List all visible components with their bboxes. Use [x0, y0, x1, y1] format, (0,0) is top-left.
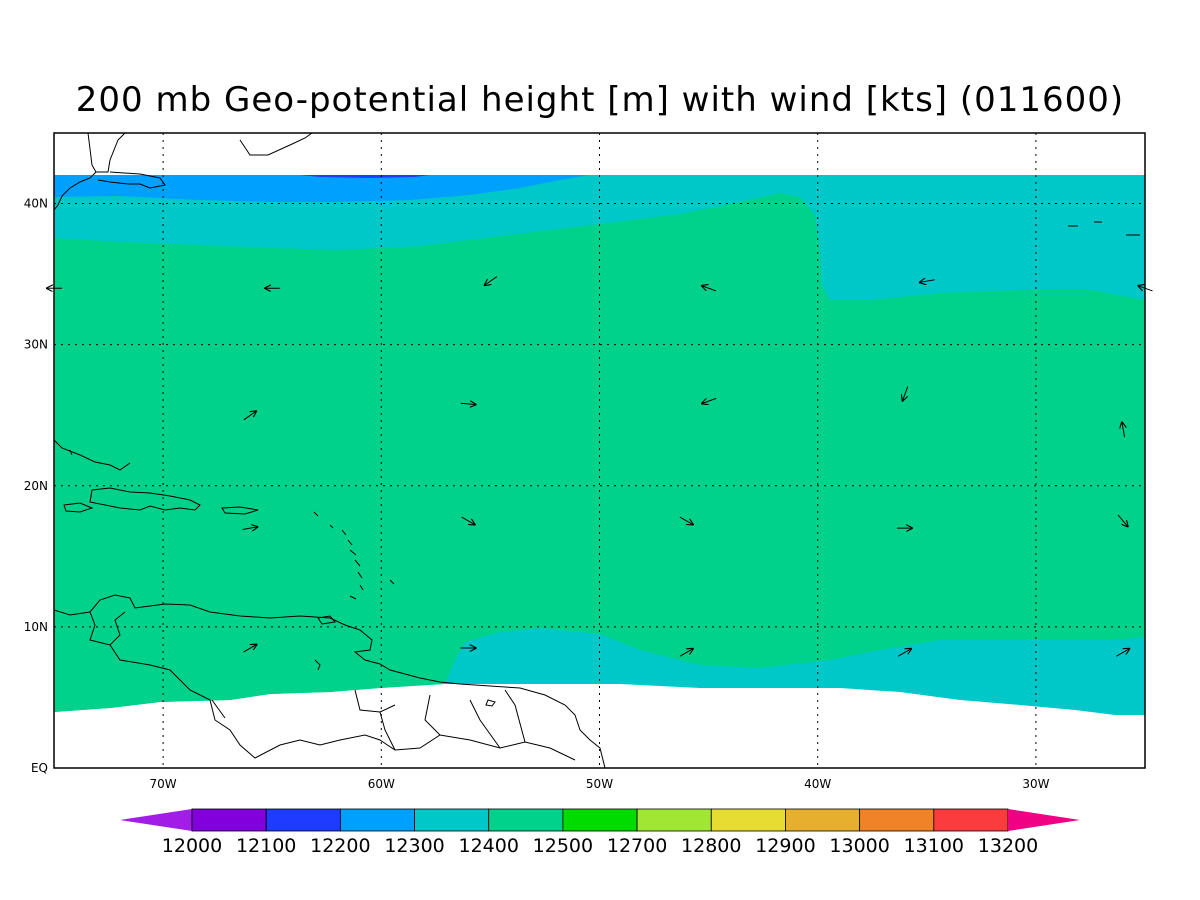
- wind-arrow: [1116, 648, 1130, 657]
- wind-arrow: [243, 411, 257, 421]
- colorbar: 12000 12100 12200 12300 12400 12500 12700 12800…: [120, 808, 1080, 857]
- lat-tick-label: 30N: [24, 338, 48, 352]
- wind-vectors: [46, 276, 1153, 657]
- coastlines: [54, 133, 1140, 768]
- lon-tick-label: 50W: [586, 777, 613, 791]
- chart-title: 200 mb Geo-potential height [m] with win…: [75, 80, 1125, 120]
- colorbar-swatch: [636, 808, 712, 832]
- coastline-hispaniola: [89, 487, 201, 511]
- grid-lines: [54, 133, 1145, 768]
- wind-arrow: [1122, 421, 1125, 438]
- colorbar-label: 12900: [755, 835, 815, 857]
- coastline-nova-scotia: [239, 133, 313, 156]
- coastline-south-america: [54, 594, 606, 768]
- latitude-labels: 40N 30N 20N 10N EQ: [24, 197, 48, 775]
- wind-arrow: [460, 403, 477, 404]
- colorbar-label: 12200: [310, 835, 370, 857]
- coastline-trinidad: [314, 615, 336, 671]
- wind-arrow: [243, 644, 257, 653]
- contour-band-12200: [300, 175, 430, 178]
- coastline-north-america: [54, 133, 166, 211]
- colorbar-swatch: [785, 808, 861, 832]
- coastline-inland-borders: [211, 689, 526, 751]
- colorbar-swatch: [859, 808, 935, 832]
- colorbar-low-triangle: [120, 809, 192, 831]
- lat-tick-label: 40N: [24, 197, 48, 211]
- colorbar-label: 12000: [162, 835, 222, 857]
- colorbar-swatch: [710, 808, 786, 832]
- wind-arrow: [902, 386, 909, 402]
- lon-tick-label: 60W: [368, 777, 395, 791]
- colorbar-label: 12400: [459, 835, 519, 857]
- wind-arrow: [701, 285, 717, 292]
- colorbar-swatch: [414, 808, 490, 832]
- colorbar-label: 13100: [904, 835, 964, 857]
- colorbar-swatch: [339, 808, 415, 832]
- filled-contours: [54, 133, 1145, 768]
- lat-tick-label: 20N: [24, 479, 48, 493]
- colorbar-swatch: [933, 808, 1009, 832]
- longitude-labels: 70W 60W 50W 40W 30W: [150, 777, 1050, 791]
- coastline-cuba: [54, 439, 131, 471]
- colorbar-high-triangle: [1008, 809, 1080, 831]
- wind-arrow: [679, 648, 694, 657]
- wind-arrow: [701, 397, 717, 403]
- map-frame: [53, 132, 1146, 769]
- lon-tick-label: 40W: [804, 777, 831, 791]
- coastline-islands-azores: [1068, 221, 1140, 236]
- wind-arrow: [484, 276, 498, 286]
- colorbar-label: 12100: [236, 835, 296, 857]
- lat-tick-label: 10N: [24, 620, 48, 634]
- wind-arrow: [919, 280, 935, 283]
- colorbar-swatch: [191, 808, 267, 832]
- colorbar-label: 12800: [681, 835, 741, 857]
- colorbar-swatch: [562, 808, 638, 832]
- wind-arrow: [897, 648, 912, 657]
- colorbar-swatch: [488, 808, 564, 832]
- coastline-jamaica: [63, 502, 94, 513]
- lat-tick-label: EQ: [31, 761, 48, 775]
- colorbar-swatch: [265, 808, 341, 832]
- lon-tick-label: 70W: [150, 777, 177, 791]
- colorbar-label: 12700: [607, 835, 667, 857]
- contour-band-12300: [54, 175, 590, 202]
- contour-band-12500: [54, 193, 1145, 712]
- wind-arrow: [1117, 514, 1128, 527]
- wind-arrow: [461, 516, 476, 525]
- coastline-puerto-rico: [221, 506, 259, 515]
- colorbar-label: 13200: [978, 835, 1038, 857]
- lon-tick-label: 30W: [1022, 777, 1049, 791]
- wind-arrow: [679, 516, 694, 525]
- colorbar-label: 12500: [533, 835, 593, 857]
- colorbar-label: 12300: [384, 835, 444, 857]
- wind-arrow: [242, 527, 259, 530]
- colorbar-label: 13000: [829, 835, 889, 857]
- coastline-lesser-antilles: [313, 511, 395, 600]
